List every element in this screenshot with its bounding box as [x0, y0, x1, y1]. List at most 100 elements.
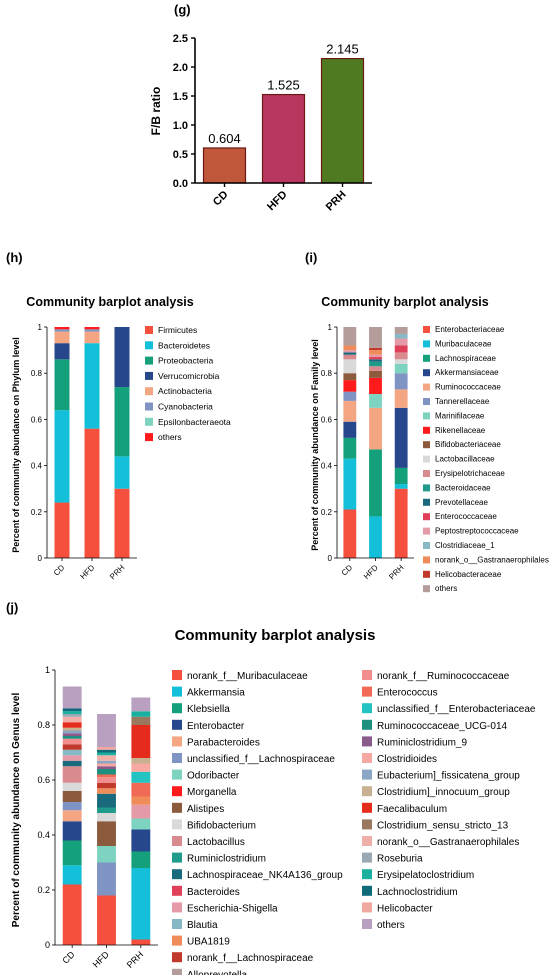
i-legend-label: Marinifilaceae [435, 411, 485, 420]
i-legend-label: norank_o__Gastranaerophilales [435, 555, 549, 564]
i-legend-swatch [423, 455, 430, 463]
j-segment-HFD-24 [97, 763, 116, 767]
j-segment-PRH-2 [131, 851, 151, 868]
i-segment-PRH-15 [394, 333, 408, 339]
i-legend-swatch [423, 383, 430, 391]
i-segment-CD-8 [343, 373, 357, 381]
j-legend-swatch [172, 686, 182, 697]
i-segment-CD-4 [343, 400, 357, 422]
j-legend-swatch [362, 670, 372, 680]
j-segment-CD-10 [62, 766, 82, 783]
i-legend-label: others [435, 584, 457, 593]
j-segment-PRH-6 [131, 818, 151, 830]
i-segment-CD-0 [343, 509, 357, 558]
i-segment-HFD-10 [369, 366, 382, 371]
j-legend-label: Blautia [187, 920, 218, 931]
i-legend-label: Bifidobacteriaceae [435, 440, 501, 449]
h-legend-label: Cyanobacteria [158, 402, 213, 412]
i-segment-HFD-1 [369, 516, 382, 558]
j-legend-label: unclassified_f__Lachnospiraceae [187, 754, 335, 765]
j-segment-PRH-3 [131, 829, 151, 852]
panel-j-letter: (j) [6, 600, 18, 615]
g-data-label: 2.145 [326, 42, 359, 57]
i-legend-label: Lactobacillaceae [435, 455, 495, 464]
i-segment-PRH-13 [394, 345, 408, 353]
j-segment-CD-9 [62, 782, 82, 791]
j-segment-CD-4 [62, 810, 82, 822]
j-legend-label: Escherichia-Shigella [187, 903, 278, 914]
j-segment-CD-15 [62, 749, 82, 756]
i-legend-swatch [423, 426, 430, 434]
j-segment-CD-12 [62, 760, 82, 767]
j-legend-label: others [377, 920, 405, 931]
i-y-tick-label: 0.4 [321, 462, 333, 471]
panel-j-x-axis: CD HFD PRH [55, 944, 158, 970]
j-segment-HFD-6 [97, 846, 116, 863]
j-legend-swatch [172, 819, 182, 830]
panel-h-title: Community barplot analysis [26, 295, 193, 309]
j-legend-label: Lactobacillus [187, 837, 245, 848]
i-segment-PRH-4 [394, 389, 408, 408]
j-segment-HFD-34 [97, 714, 116, 747]
panel-h-legend: Firmicutes Bacteroidetes Proteobacteria Ver… [145, 325, 231, 442]
i-segment-CD-1 [343, 458, 357, 510]
i-segment-PRH-1 [394, 484, 408, 489]
h-legend-label: Actinobacteria [158, 386, 212, 396]
j-segment-HFD-19 [97, 777, 116, 783]
panel-g: (g) F/B ratio 0.0 0.5 1.0 1.5 2.0 2.5 0.604 1.… [149, 2, 372, 214]
i-segment-HFD-16 [369, 350, 382, 355]
h-legend-swatch [145, 371, 153, 380]
j-legend-label: Enterococcus [377, 688, 438, 699]
i-segment-CD-16 [343, 345, 357, 351]
panel-i-legend: Enterobacteriaceae Muribaculaceae Lachnosp… [423, 325, 549, 593]
j-legend-swatch [172, 670, 182, 680]
j-x-tick-label: HFD [91, 949, 112, 970]
panel-h-x-axis: CD HFD PRH [47, 557, 137, 581]
j-legend-label: Clostridium]_innocuum_group [377, 787, 510, 798]
j-legend-label: Bifidobacterium [187, 820, 256, 831]
j-legend-swatch [172, 802, 182, 813]
j-segment-HFD-9 [97, 813, 116, 822]
j-segment-HFD-11 [97, 807, 116, 813]
j-segment-PRH-28 [131, 716, 151, 725]
i-legend-swatch [423, 470, 430, 477]
i-segment-HFD-6 [369, 393, 382, 408]
h-segment-PRH-3 [114, 327, 130, 388]
j-legend-label: Ruminococcaceae_UCG-014 [377, 721, 508, 732]
i-segment-CD-14 [343, 350, 357, 353]
j-legend-swatch [172, 836, 182, 846]
i-legend-label: Peptostreptococcaceae [435, 527, 519, 536]
h-legend-label: Epsilonbacteraeota [158, 417, 231, 427]
h-segment-PRH-0 [114, 488, 130, 558]
j-legend-swatch [362, 703, 372, 714]
j-legend-label: Lachnoclostridium [377, 887, 458, 898]
i-legend-swatch [423, 441, 430, 449]
j-legend-swatch [172, 736, 182, 747]
i-segment-CD-7 [343, 380, 357, 392]
panel-g-letter: (g) [174, 2, 191, 17]
j-segment-CD-27 [62, 722, 82, 728]
i-legend-swatch [423, 556, 430, 564]
j-legend-label: Helicobacter [377, 903, 433, 914]
j-segment-CD-17 [62, 744, 82, 750]
j-segment-CD-32 [62, 708, 82, 712]
j-segment-HFD-8 [97, 821, 116, 846]
j-legend-label: Clostridioides [377, 754, 437, 765]
h-segment-CD-0 [54, 502, 70, 558]
panel-g-bars: 0.604 1.525 2.145 [202, 42, 365, 184]
panel-i-title: Community barplot analysis [321, 295, 488, 309]
i-legend-label: Muribaculaceae [435, 339, 492, 348]
j-segment-HFD-20 [97, 774, 116, 778]
h-legend-swatch [145, 417, 153, 426]
i-segment-CD-18 [343, 327, 357, 346]
h-segment-HFD-5 [84, 329, 100, 332]
j-legend-swatch [172, 869, 182, 880]
j-legend-swatch [172, 753, 182, 763]
i-segment-HFD-7 [369, 377, 382, 394]
j-segment-PRH-34 [131, 697, 151, 712]
h-legend-label: Proteobacteria [158, 356, 214, 366]
j-legend-swatch [362, 769, 372, 780]
h-segment-HFD-1 [84, 343, 100, 429]
j-legend-swatch [362, 819, 372, 830]
i-segment-HFD-13 [369, 357, 382, 360]
